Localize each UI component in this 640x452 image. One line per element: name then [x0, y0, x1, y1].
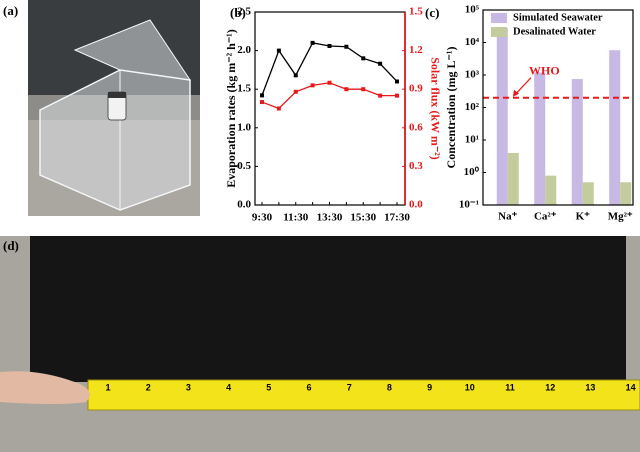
bar — [507, 152, 519, 205]
marker — [260, 93, 264, 98]
ruler-label: 3 — [186, 382, 191, 392]
y-axis-title: Concentration (mg L⁻¹) — [444, 47, 458, 169]
x-tick-label: 17:30 — [384, 212, 410, 224]
y-tick-label: 2.0 — [237, 44, 251, 56]
marker — [276, 106, 281, 111]
legend-swatch — [491, 27, 507, 37]
ruler-label: 6 — [306, 382, 311, 392]
x-tick-label: 15:30 — [350, 212, 376, 224]
ruler: 1 2 3 4 5 6 7 8 9 10 11 12 13 14 — [105, 382, 635, 392]
annotation: WHO — [529, 63, 560, 77]
series-line — [261, 42, 398, 96]
marker — [327, 43, 332, 48]
panel-label: (b) — [230, 5, 246, 20]
marker — [260, 100, 264, 105]
ruler-label: 12 — [545, 382, 555, 392]
panel-label: (d) — [3, 238, 19, 253]
marker — [395, 93, 399, 98]
ruler-label: 4 — [226, 382, 231, 392]
marker — [276, 48, 281, 53]
y2-tick-label: 1.2 — [409, 44, 423, 56]
panel-label: (a) — [3, 3, 18, 18]
y2-tick-label: 0.3 — [409, 160, 423, 172]
y-tick-label: 10³ — [465, 69, 480, 81]
y-tick-label: 0.0 — [237, 199, 251, 211]
y-tick-label: 2.5 — [237, 6, 251, 18]
y-tick-label: 1.5 — [237, 83, 251, 95]
ruler-label: 7 — [347, 382, 352, 392]
marker — [344, 87, 349, 92]
x-tick-label: 9:30 — [252, 212, 273, 224]
marker — [395, 79, 399, 84]
y-axis-title: Evaporation rates (kg m⁻² h⁻¹) — [224, 29, 238, 188]
x-tick-label: Ca²⁺ — [534, 211, 557, 223]
series-line — [261, 82, 397, 110]
marker — [310, 83, 315, 88]
photo-box — [28, 0, 200, 216]
y-tick-label: 10⁴ — [465, 36, 480, 48]
x-tick-label: 13:30 — [317, 212, 343, 224]
ruler-label: 9 — [427, 382, 432, 392]
ruler-label: 1 — [105, 382, 110, 392]
bar — [545, 175, 557, 205]
photo-cloth — [0, 236, 640, 452]
ruler-label: 13 — [585, 382, 595, 392]
marker — [378, 93, 383, 98]
y-tick-label: 10⁵ — [465, 4, 480, 16]
ruler-label: 14 — [626, 382, 636, 392]
x-tick-label: K⁺ — [576, 211, 591, 223]
y2-tick-label: 0.0 — [409, 199, 423, 211]
legend-swatch — [491, 13, 507, 23]
arrow-head — [513, 89, 519, 97]
bar — [571, 79, 583, 205]
x-tick-label: Mg²⁺ — [608, 211, 633, 223]
panel-label: (c) — [425, 5, 439, 20]
bar — [620, 182, 632, 205]
y-tick-label: 10¹ — [465, 134, 479, 146]
ruler-label: 11 — [505, 382, 515, 392]
marker — [293, 73, 298, 78]
y-tick-label: 0.5 — [237, 160, 251, 172]
y-tick-label: 1.0 — [237, 121, 251, 133]
y2-tick-label: 0.6 — [409, 121, 423, 133]
bar — [582, 182, 594, 205]
ruler-label: 8 — [387, 382, 392, 392]
y2-tick-label: 1.5 — [409, 6, 423, 18]
marker — [378, 61, 383, 66]
bar — [534, 72, 546, 206]
marker — [344, 44, 349, 49]
ruler-label: 10 — [465, 382, 475, 392]
y2-axis-title: Solar flux (kW m⁻²) — [428, 57, 442, 160]
bar — [496, 27, 508, 206]
y-tick-label: 10² — [465, 101, 480, 113]
y2-tick-label: 0.9 — [409, 83, 423, 95]
marker — [327, 80, 332, 85]
y-tick-label: 10⁻¹ — [459, 199, 479, 211]
plot-frame — [482, 9, 634, 206]
marker — [293, 89, 298, 94]
legend-label: Simulated Seawater — [513, 12, 603, 23]
legend-label: Desalinated Water — [513, 26, 596, 37]
marker — [361, 56, 366, 61]
ruler-label: 2 — [146, 382, 151, 392]
bar — [609, 50, 621, 205]
marker — [310, 40, 315, 45]
x-tick-label: 11:30 — [283, 212, 309, 224]
y-tick-label: 10⁰ — [464, 166, 480, 178]
marker — [361, 87, 366, 92]
ruler-label: 5 — [266, 382, 271, 392]
x-tick-label: Na⁺ — [498, 211, 517, 223]
annotation-arrow — [514, 77, 532, 96]
